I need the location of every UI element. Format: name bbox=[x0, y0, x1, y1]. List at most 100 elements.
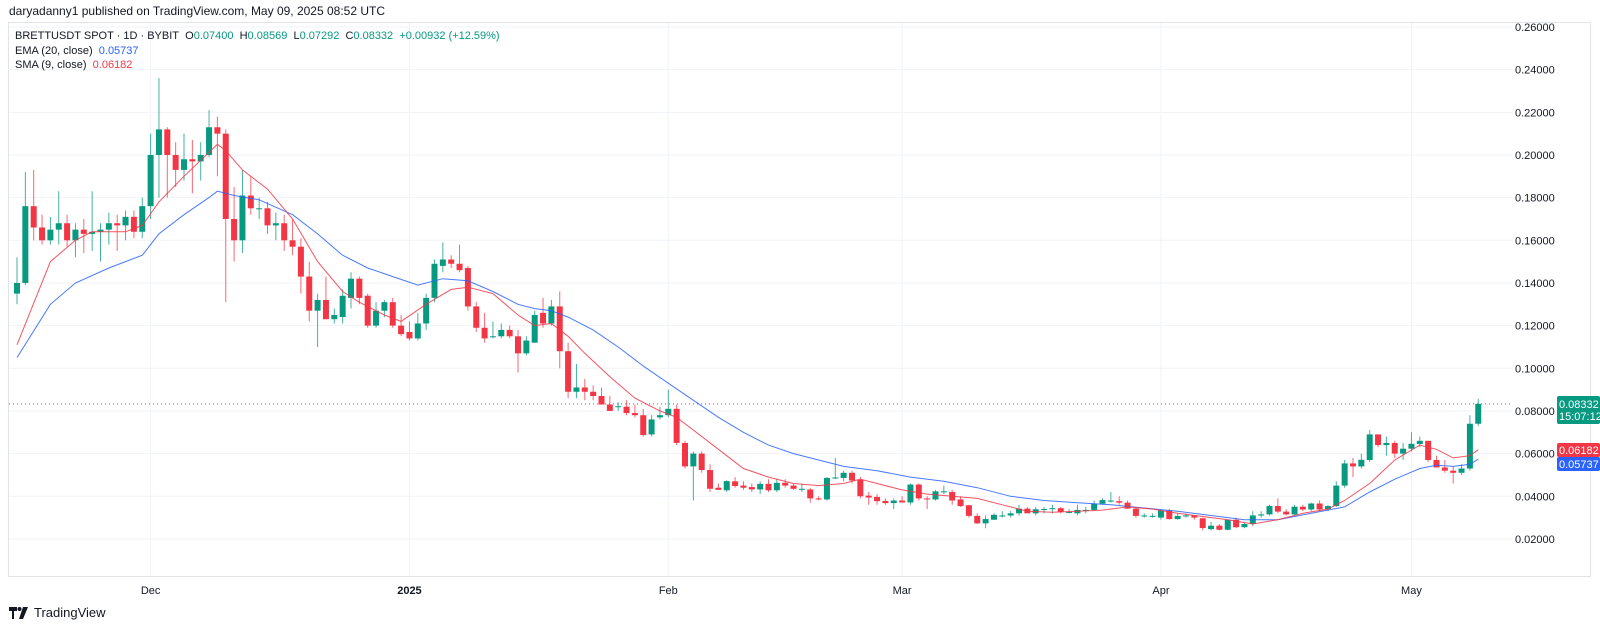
candle-body bbox=[381, 302, 388, 311]
candle-body bbox=[1099, 500, 1106, 504]
candle-body bbox=[164, 129, 171, 155]
candle-body bbox=[932, 491, 939, 500]
y-tick-label: 0.14000 bbox=[1515, 278, 1555, 290]
candle-body bbox=[39, 227, 46, 241]
candle-up bbox=[489, 321, 496, 339]
candle-body bbox=[481, 327, 488, 339]
candle-down bbox=[565, 342, 572, 399]
candle-down bbox=[1299, 504, 1306, 512]
candle-body bbox=[272, 223, 279, 226]
candle-body bbox=[1341, 463, 1348, 486]
indicator-lines bbox=[16, 143, 1479, 525]
candle-up bbox=[139, 197, 146, 239]
candle-up bbox=[97, 223, 104, 262]
ema-price-value: 0.05737 bbox=[1559, 459, 1599, 471]
candle-body bbox=[565, 351, 572, 392]
candle-down bbox=[857, 477, 864, 499]
candle-body bbox=[531, 314, 538, 343]
candle-body bbox=[1124, 502, 1131, 509]
candle-body bbox=[965, 505, 972, 516]
candle-body bbox=[1350, 463, 1356, 467]
candle-body bbox=[915, 484, 922, 499]
candle-down bbox=[782, 479, 789, 488]
candle-up bbox=[155, 78, 162, 198]
candle-up bbox=[1007, 511, 1014, 518]
candle-body bbox=[1391, 442, 1398, 454]
candle-body bbox=[982, 519, 989, 524]
candle-body bbox=[398, 325, 405, 335]
candle-body bbox=[1208, 525, 1215, 530]
candle-down bbox=[815, 496, 822, 501]
candle-down bbox=[1274, 498, 1281, 514]
candle-down bbox=[598, 387, 605, 405]
candle-up bbox=[890, 498, 897, 510]
candle-body bbox=[732, 481, 739, 487]
candle-up bbox=[1308, 502, 1315, 512]
candle-body bbox=[640, 415, 647, 436]
sma-legend-row[interactable]: SMA (9, close) 0.06182 bbox=[15, 58, 500, 73]
ema-legend-row[interactable]: EMA (20, close) 0.05737 bbox=[15, 44, 500, 59]
candle-body bbox=[172, 154, 179, 170]
symbol-title[interactable]: BRETTUSDT SPOT · 1D · BYBIT bbox=[15, 30, 180, 42]
candle-down bbox=[540, 297, 547, 328]
candle-up bbox=[1082, 506, 1089, 514]
candle-body bbox=[1375, 434, 1382, 446]
candle-up bbox=[656, 406, 663, 420]
candle-body bbox=[882, 500, 889, 504]
candle-body bbox=[72, 229, 79, 241]
candle-body bbox=[1458, 468, 1465, 473]
candle-body bbox=[865, 495, 872, 498]
candle-body bbox=[1224, 519, 1231, 530]
candle-up bbox=[47, 216, 54, 245]
low-value: 0.07292 bbox=[299, 30, 340, 42]
candle-up bbox=[423, 293, 430, 330]
candle-up bbox=[381, 300, 388, 318]
candle-body bbox=[999, 515, 1006, 517]
candle-down bbox=[39, 214, 46, 245]
candle-down bbox=[874, 494, 881, 505]
x-tick-label: May bbox=[1401, 585, 1422, 597]
candle-body bbox=[1016, 508, 1022, 514]
candle-down bbox=[448, 255, 455, 269]
sma-line bbox=[16, 143, 1479, 525]
candle-body bbox=[890, 500, 897, 504]
candle-body bbox=[974, 515, 981, 524]
candle-body bbox=[105, 223, 112, 230]
bar-countdown: 15:07:12 bbox=[1559, 411, 1600, 423]
candle-down bbox=[306, 261, 313, 322]
candle-down bbox=[924, 496, 931, 510]
candle-up bbox=[1266, 504, 1273, 516]
candle-body bbox=[656, 415, 663, 418]
candle-body bbox=[1333, 485, 1340, 507]
candle-body bbox=[1283, 511, 1290, 515]
candle-up bbox=[990, 513, 997, 520]
candle-body bbox=[1324, 506, 1331, 510]
candle-body bbox=[1433, 459, 1440, 468]
close-label: C bbox=[345, 30, 354, 42]
candle-up bbox=[1141, 513, 1148, 518]
candle-up bbox=[105, 212, 112, 245]
candle-up bbox=[339, 289, 346, 324]
candle-up bbox=[615, 402, 622, 411]
y-tick-label: 0.10000 bbox=[1515, 363, 1555, 375]
candle-body bbox=[222, 133, 229, 219]
candle-body bbox=[22, 206, 29, 283]
candle-down bbox=[456, 244, 463, 273]
candle-up bbox=[840, 470, 847, 482]
y-tick-label: 0.24000 bbox=[1515, 65, 1555, 77]
candle-up bbox=[1107, 491, 1114, 503]
candle-down bbox=[682, 440, 688, 469]
y-tick-label: 0.16000 bbox=[1515, 235, 1555, 247]
candle-down bbox=[1216, 523, 1223, 531]
candle-body bbox=[1291, 506, 1298, 515]
candle-body bbox=[281, 223, 288, 241]
candle-down bbox=[590, 385, 597, 401]
candle-body bbox=[331, 314, 338, 320]
candle-body bbox=[155, 129, 162, 155]
candle-down bbox=[606, 396, 613, 411]
candle-body bbox=[181, 159, 187, 170]
candle-body bbox=[473, 306, 480, 328]
candle-up bbox=[1383, 436, 1390, 456]
candle-up bbox=[1258, 511, 1265, 518]
